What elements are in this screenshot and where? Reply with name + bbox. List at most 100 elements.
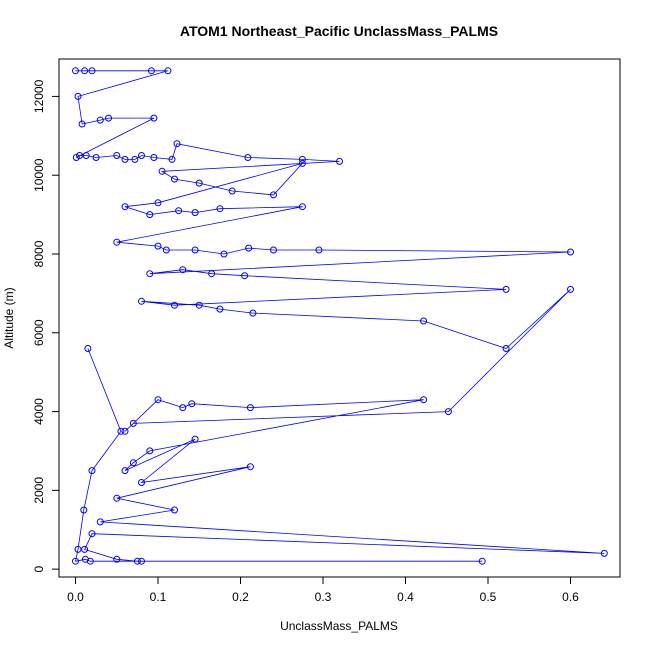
data-point	[246, 463, 254, 471]
x-tick-label: 0.6	[562, 590, 579, 604]
data-point	[72, 557, 79, 565]
data-point	[147, 67, 155, 75]
data-point	[129, 459, 137, 467]
data-point	[191, 209, 199, 217]
data-point	[171, 175, 178, 183]
x-tick-label: 0.3	[315, 590, 332, 604]
data-point	[420, 317, 428, 325]
data-point	[179, 266, 187, 274]
data-point	[158, 167, 166, 175]
data-point	[154, 199, 162, 207]
data-point	[146, 270, 154, 278]
data-point	[138, 479, 145, 486]
x-axis-label: UnclassMass_PALMS	[280, 619, 398, 633]
data-point	[81, 555, 89, 563]
data-point	[88, 67, 96, 75]
data-point	[567, 285, 574, 293]
data-point	[81, 545, 89, 553]
data-point	[74, 92, 82, 100]
data-point	[478, 557, 486, 565]
data-point	[420, 396, 428, 404]
data-point	[138, 297, 145, 305]
y-tick-label: 6000	[32, 319, 46, 346]
data-point	[72, 67, 79, 75]
series-line	[74, 70, 605, 562]
x-tick-label: 0.5	[480, 590, 497, 604]
x-tick-label: 0.2	[232, 590, 249, 604]
data-point	[129, 419, 137, 427]
x-tick-label: 0.4	[397, 590, 414, 604]
data-point	[168, 155, 176, 163]
data-point	[336, 157, 343, 165]
x-tick-label: 0.1	[150, 590, 167, 604]
y-tick-label: 2000	[32, 477, 46, 504]
data-point	[150, 154, 158, 161]
data-point	[131, 155, 139, 163]
data-point	[298, 159, 306, 167]
data-point	[444, 408, 452, 416]
data-points	[72, 67, 608, 565]
data-point	[567, 248, 574, 256]
plot-frame	[58, 58, 621, 578]
data-point	[154, 242, 162, 250]
data-point	[179, 404, 187, 412]
chart-title: ATOM1 Northeast_Pacific UnclassMass_PALM…	[180, 23, 498, 39]
data-point	[138, 152, 145, 159]
data-point	[113, 152, 121, 159]
data-point	[78, 120, 86, 128]
data-point	[175, 207, 183, 215]
data-point	[96, 116, 104, 124]
y-tick-label: 10000	[32, 158, 46, 192]
data-point	[220, 250, 228, 258]
data-point	[298, 155, 306, 163]
data-point	[245, 244, 253, 252]
data-point	[121, 203, 129, 211]
y-tick-label: 8000	[32, 240, 46, 267]
data-point	[502, 285, 510, 293]
data-point	[216, 205, 224, 213]
data-point	[270, 246, 277, 254]
data-point	[80, 506, 88, 514]
data-point	[117, 427, 125, 435]
data-point	[249, 309, 257, 317]
data-point	[600, 549, 608, 557]
data-point	[164, 67, 172, 75]
data-point	[113, 494, 121, 502]
data-point	[208, 270, 216, 278]
x-axis: 0.0 0.1 0.2 0.3 0.4 0.5 0.6	[67, 576, 579, 604]
data-point	[146, 211, 154, 219]
data-point	[81, 67, 89, 75]
data-point	[188, 400, 196, 408]
data-point	[146, 447, 154, 455]
data-point	[244, 154, 252, 161]
data-point	[195, 301, 203, 309]
data-point	[105, 114, 112, 122]
data-point	[154, 396, 162, 404]
data-point	[241, 272, 249, 280]
data-point	[113, 555, 121, 563]
y-tick-label: 0	[32, 565, 46, 572]
data-point	[171, 301, 178, 309]
data-point	[88, 467, 96, 475]
data-point	[113, 238, 121, 246]
data-point	[96, 518, 104, 526]
data-point	[84, 345, 92, 352]
data-point	[162, 246, 170, 254]
data-point	[82, 152, 90, 159]
y-tick-label: 12000	[32, 79, 46, 113]
data-point	[76, 152, 84, 159]
data-point	[502, 345, 510, 352]
data-point	[195, 179, 203, 187]
y-tick-label: 4000	[32, 398, 46, 425]
data-point	[133, 557, 141, 565]
data-point	[173, 140, 181, 148]
data-point	[270, 191, 277, 199]
data-point	[171, 506, 178, 514]
data-point	[88, 530, 96, 538]
data-point	[121, 155, 129, 163]
data-point	[315, 246, 323, 254]
data-point	[216, 305, 224, 313]
data-point	[150, 114, 158, 122]
data-point	[138, 557, 145, 565]
